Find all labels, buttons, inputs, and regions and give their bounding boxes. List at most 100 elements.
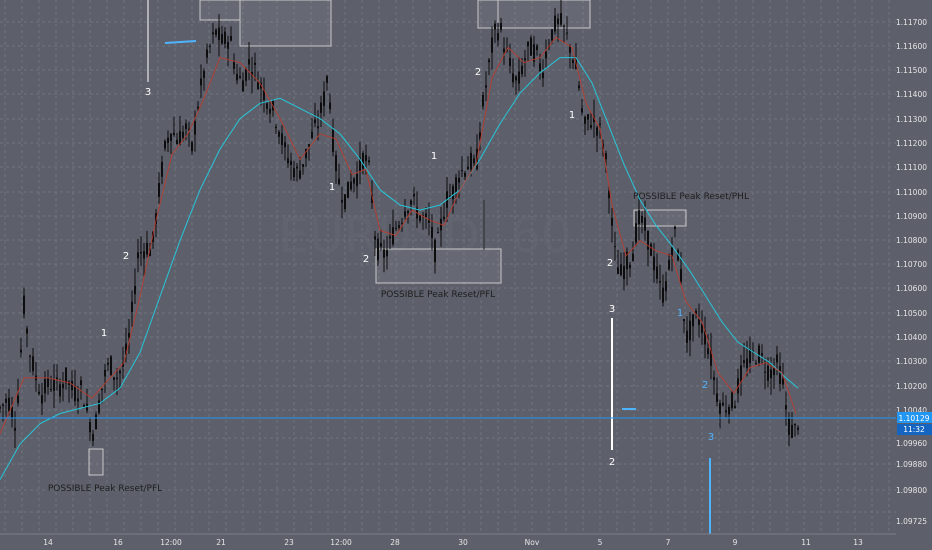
candle-body bbox=[164, 140, 166, 149]
candle-body bbox=[452, 186, 454, 200]
candle-body bbox=[53, 379, 55, 391]
candle-body bbox=[242, 80, 244, 92]
candle-body bbox=[680, 268, 682, 283]
grid-lines bbox=[0, 0, 896, 534]
candle-body bbox=[755, 363, 757, 365]
candle-body bbox=[764, 371, 766, 373]
candle-body bbox=[104, 369, 106, 377]
candle-body bbox=[173, 132, 175, 135]
candle-body bbox=[686, 330, 688, 343]
candle-body bbox=[311, 131, 313, 139]
candle-body bbox=[269, 108, 271, 114]
price-tick-label: 1.09725 bbox=[896, 517, 927, 526]
price-tick-label: 1.10400 bbox=[896, 333, 927, 342]
candle-body bbox=[224, 31, 226, 44]
candle-body bbox=[128, 333, 130, 338]
candle-body bbox=[713, 377, 715, 381]
candle-body bbox=[605, 153, 607, 160]
countdown-tag bbox=[897, 424, 932, 435]
candle-body bbox=[569, 46, 571, 53]
time-tick-label: 13 bbox=[853, 538, 863, 547]
candle-body bbox=[275, 126, 277, 129]
candle-body bbox=[89, 422, 91, 433]
wave-label: 1 bbox=[569, 110, 575, 121]
candle-body bbox=[0, 407, 1, 409]
candle-body bbox=[644, 217, 646, 231]
candle-body bbox=[203, 70, 205, 78]
price-tick-label: 1.11500 bbox=[896, 66, 927, 75]
candle-body bbox=[497, 33, 499, 41]
time-tick-label: 30 bbox=[458, 538, 468, 547]
candle-body bbox=[359, 157, 361, 173]
time-tick-label: 11 bbox=[801, 538, 811, 547]
price-tick-label: 1.11400 bbox=[896, 90, 927, 99]
candle-body bbox=[125, 343, 127, 356]
annotation-pfl-mid: POSSIBLE Peak Reset/PFL bbox=[381, 290, 495, 300]
time-tick-label: 12:00 bbox=[330, 538, 352, 547]
time-tick-label: 21 bbox=[216, 538, 226, 547]
candle-body bbox=[473, 158, 475, 164]
time-axis[interactable]: 14 16 12:00 21 23 12:00 28 30 Nov 5 7 9 11 13 bbox=[0, 533, 896, 547]
candle-body bbox=[215, 29, 217, 35]
candle-body bbox=[320, 102, 322, 113]
candle-body bbox=[116, 377, 118, 380]
candle-body bbox=[587, 114, 589, 120]
annotation-phl-right: POSSIBLE Peak Reset/PHL bbox=[633, 192, 749, 202]
price-tick-label: 1.11700 bbox=[896, 18, 927, 27]
candle-body bbox=[398, 225, 400, 228]
candle-body bbox=[581, 108, 583, 113]
candle-body bbox=[785, 405, 787, 410]
candle-body bbox=[683, 319, 685, 322]
candle-body bbox=[479, 132, 481, 140]
candle-body bbox=[443, 216, 445, 220]
annotation-box bbox=[633, 209, 687, 227]
candle-body bbox=[371, 194, 373, 203]
candle-body bbox=[767, 365, 769, 381]
candle-body bbox=[758, 345, 760, 363]
candle-body bbox=[404, 211, 406, 217]
candle-body bbox=[434, 239, 436, 263]
wave-label: 3 bbox=[145, 87, 151, 98]
candle-body bbox=[41, 395, 43, 404]
candle-body bbox=[470, 152, 472, 170]
candle-body bbox=[656, 266, 658, 279]
candle-body bbox=[140, 252, 142, 254]
candle-body bbox=[314, 119, 316, 124]
candle-body bbox=[383, 249, 385, 258]
price-axis[interactable]: 1.11700 1.11600 1.11500 1.11400 1.11300 1.112… bbox=[896, 0, 932, 550]
candle-body bbox=[500, 23, 502, 30]
current-price-marker: 1.10129 11:32 bbox=[0, 412, 932, 435]
candle-body bbox=[716, 393, 718, 402]
candle-body bbox=[488, 59, 490, 63]
candle-body bbox=[740, 365, 742, 383]
candle-body bbox=[599, 123, 601, 125]
price-tick-label: 1.11300 bbox=[896, 115, 927, 124]
candle-body bbox=[119, 370, 121, 374]
candle-body bbox=[641, 215, 643, 223]
candle-body bbox=[185, 123, 187, 129]
candle-body bbox=[503, 48, 505, 53]
time-tick-label: 7 bbox=[666, 538, 671, 547]
candle-body bbox=[554, 15, 556, 32]
candle-body bbox=[317, 126, 319, 129]
candle-body bbox=[629, 264, 631, 269]
candle-body bbox=[305, 149, 307, 159]
current-price-value: 1.10129 bbox=[898, 414, 929, 423]
candle-body bbox=[302, 164, 304, 167]
wave-labels: 3 2 1 2 1 1 2 1 2 3 2 1 2 3 bbox=[101, 67, 714, 468]
candle-body bbox=[515, 76, 517, 81]
candle-body bbox=[83, 404, 85, 408]
time-tick-label: 12:00 bbox=[160, 538, 182, 547]
candle-body bbox=[779, 366, 781, 384]
candle-body bbox=[98, 400, 100, 413]
time-tick-label: 23 bbox=[284, 538, 294, 547]
annotation-texts: POSSIBLE Peak Reset/PFL POSSIBLE Peak Res… bbox=[48, 192, 749, 494]
candle-body bbox=[485, 85, 487, 88]
candle-body bbox=[464, 172, 466, 177]
candle-body bbox=[584, 117, 586, 124]
candle-body bbox=[401, 222, 403, 224]
price-tick-label: 1.11200 bbox=[896, 139, 927, 148]
candle-body bbox=[86, 403, 88, 411]
